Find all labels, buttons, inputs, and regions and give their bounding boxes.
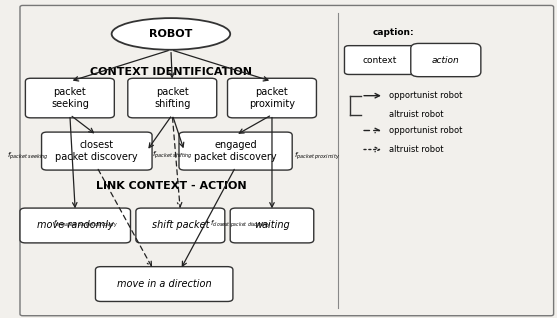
Text: caption:: caption: — [373, 28, 414, 37]
FancyBboxPatch shape — [20, 208, 130, 243]
FancyBboxPatch shape — [26, 78, 114, 118]
Text: $f_{packet\ seeking}$: $f_{packet\ seeking}$ — [7, 151, 48, 162]
FancyBboxPatch shape — [136, 208, 225, 243]
Text: opportunist robot: opportunist robot — [389, 126, 463, 135]
Text: $f_{closest\ packet\ discovery}$: $f_{closest\ packet\ discovery}$ — [210, 219, 272, 231]
Text: altruist robot: altruist robot — [389, 110, 444, 119]
Text: move randomly: move randomly — [37, 220, 114, 231]
Text: context: context — [363, 56, 397, 65]
FancyBboxPatch shape — [20, 5, 554, 316]
Text: packet
shifting: packet shifting — [154, 87, 190, 109]
Ellipse shape — [111, 18, 230, 50]
Text: CONTEXT IDENTIFICATION: CONTEXT IDENTIFICATION — [90, 67, 252, 77]
Text: action: action — [432, 56, 460, 65]
FancyBboxPatch shape — [42, 132, 152, 170]
Text: packet
seeking: packet seeking — [51, 87, 89, 109]
FancyBboxPatch shape — [227, 78, 316, 118]
FancyBboxPatch shape — [230, 208, 314, 243]
Text: engaged
packet discovery: engaged packet discovery — [194, 140, 277, 162]
FancyBboxPatch shape — [95, 267, 233, 301]
FancyBboxPatch shape — [344, 46, 415, 74]
Text: $f_{engaged\ packet\ discovery}$: $f_{engaged\ packet\ discovery}$ — [53, 219, 119, 231]
FancyBboxPatch shape — [128, 78, 217, 118]
Text: LINK CONTEXT - ACTION: LINK CONTEXT - ACTION — [96, 181, 246, 191]
Text: ROBOT: ROBOT — [149, 29, 193, 39]
Text: altruist robot: altruist robot — [389, 145, 444, 154]
Text: $f_{packet\ proximity}$: $f_{packet\ proximity}$ — [294, 151, 340, 162]
Text: packet
proximity: packet proximity — [249, 87, 295, 109]
Text: $f_{packet\ shifting}$: $f_{packet\ shifting}$ — [152, 149, 193, 161]
FancyBboxPatch shape — [179, 132, 292, 170]
Text: closest
packet discovery: closest packet discovery — [56, 140, 138, 162]
Text: waiting: waiting — [254, 220, 290, 231]
Text: move in a direction: move in a direction — [117, 279, 212, 289]
Text: opportunist robot: opportunist robot — [389, 91, 463, 100]
Text: shift packet: shift packet — [152, 220, 209, 231]
FancyBboxPatch shape — [411, 44, 481, 77]
